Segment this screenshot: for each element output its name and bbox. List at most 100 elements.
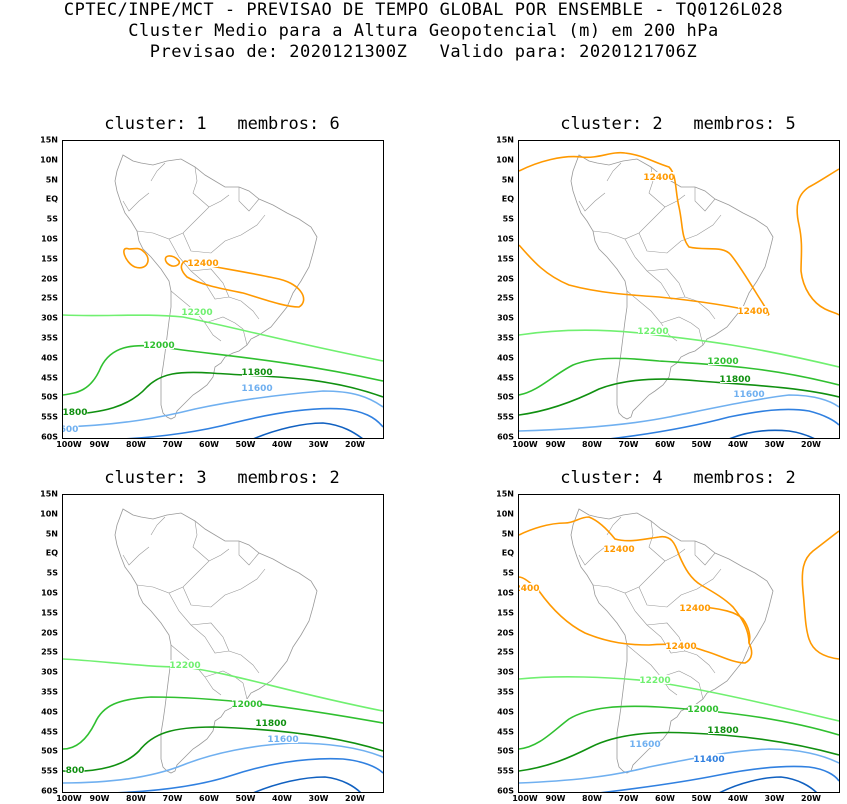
country-border bbox=[660, 636, 686, 654]
header-line-2: Cluster Medio para a Altura Geopotencial… bbox=[128, 21, 719, 41]
country-border bbox=[204, 282, 230, 300]
coastline bbox=[114, 508, 318, 774]
y-tick-label: 10S bbox=[497, 588, 514, 598]
contour-line bbox=[63, 742, 383, 784]
y-tick-label: 20S bbox=[41, 274, 58, 284]
y-tick-label: 55S bbox=[41, 766, 58, 776]
x-tick-label: 40W bbox=[728, 794, 748, 803]
country-border bbox=[192, 166, 210, 208]
y-tick-label: 55S bbox=[497, 412, 514, 422]
contour-line bbox=[519, 705, 839, 750]
y-tick-label: EQ bbox=[501, 194, 514, 204]
header-line-1: CPTEC/INPE/MCT - PREVISAO DE TEMPO GLOBA… bbox=[63, 0, 784, 20]
y-tick-label: EQ bbox=[501, 548, 514, 558]
contour-label: 12400 bbox=[187, 259, 218, 269]
contour-line bbox=[253, 422, 363, 438]
contour-line bbox=[253, 776, 362, 792]
contour-label: 12000 bbox=[687, 705, 718, 715]
country-border bbox=[592, 194, 686, 240]
y-tick-label: 25S bbox=[41, 647, 58, 657]
contour-line bbox=[63, 726, 383, 773]
contour-line bbox=[600, 765, 839, 792]
y-tick-label: 5S bbox=[46, 214, 58, 224]
y-tick-label: 10N bbox=[496, 155, 514, 165]
y-tick-label: 45S bbox=[41, 727, 58, 737]
country-border bbox=[624, 238, 662, 284]
contour-label-bg bbox=[638, 326, 668, 335]
x-tick-label: 90W bbox=[545, 440, 566, 449]
map-frame: 12400 2400 12400 12400 12200 12000 11800 11600 1… bbox=[518, 494, 840, 793]
x-tick-label: 100W bbox=[56, 440, 82, 449]
x-tick-label: 30W bbox=[308, 440, 329, 449]
contour-line bbox=[704, 606, 751, 644]
y-tick-label: 20S bbox=[41, 628, 58, 638]
contour-line bbox=[63, 344, 383, 396]
y-axis-labels: 15N 10N 5N EQ 5S 10S 15S 20S 25S 30S 35S 40S 45S 50S 5… bbox=[482, 490, 514, 796]
y-tick-label: 15S bbox=[497, 608, 514, 618]
y-tick-label: 45S bbox=[497, 727, 514, 737]
x-tick-label: 50W bbox=[235, 440, 256, 449]
x-tick-label: 80W bbox=[582, 794, 602, 803]
y-tick-label: 30S bbox=[497, 313, 514, 323]
country-border bbox=[646, 268, 716, 320]
y-tick-label: 20S bbox=[497, 274, 514, 284]
contour-line bbox=[610, 408, 839, 438]
x-tick-label: 30W bbox=[764, 794, 785, 803]
y-tick-label: 35S bbox=[497, 687, 514, 697]
country-border bbox=[578, 192, 606, 212]
contour-label: 11600 bbox=[733, 390, 764, 400]
contour-label: 2400 bbox=[519, 584, 540, 594]
x-tick-label: 90W bbox=[545, 794, 566, 803]
contour-label-bg bbox=[182, 307, 212, 316]
contour-line bbox=[796, 168, 839, 316]
y-tick-label: 5S bbox=[46, 568, 58, 578]
y-tick-label: 10N bbox=[496, 509, 514, 519]
country-border bbox=[182, 568, 266, 608]
country-border bbox=[592, 548, 686, 594]
contour-label-bg bbox=[242, 367, 272, 376]
contour-label: 11800 bbox=[719, 375, 750, 385]
x-tick-label: 50W bbox=[691, 440, 712, 449]
contour-label: 11800 bbox=[241, 368, 272, 378]
contour-line bbox=[180, 260, 305, 308]
contour-label: 11800 bbox=[707, 726, 738, 736]
coastline bbox=[570, 154, 774, 420]
contour-label: 600 bbox=[63, 425, 78, 435]
y-tick-label: 15S bbox=[41, 608, 58, 618]
x-axis-labels: 100W 90W 80W 70W 60W 50W 40W 30W 20W bbox=[56, 794, 382, 804]
contour-line bbox=[63, 696, 383, 750]
contour-label: 12200 bbox=[637, 327, 668, 337]
x-tick-label: 100W bbox=[512, 794, 538, 803]
y-tick-label: 40S bbox=[497, 707, 514, 717]
contour-line bbox=[519, 329, 839, 368]
y-tick-label: 60S bbox=[41, 432, 58, 442]
x-tick-label: 50W bbox=[235, 794, 256, 803]
contour-label-bg bbox=[232, 699, 262, 708]
contour-line bbox=[519, 731, 839, 772]
country-border bbox=[122, 192, 150, 212]
y-tick-label: 5N bbox=[501, 529, 514, 539]
contour-label: 12400 bbox=[679, 604, 710, 614]
contour-line bbox=[117, 757, 383, 792]
contour-label: 12200 bbox=[169, 661, 200, 671]
country-border bbox=[204, 670, 244, 684]
country-border bbox=[150, 516, 166, 536]
coastline bbox=[570, 508, 774, 774]
contour-line bbox=[519, 151, 770, 316]
x-tick-label: 50W bbox=[691, 794, 712, 803]
y-tick-label: 40S bbox=[41, 353, 58, 363]
x-tick-label: 20W bbox=[345, 440, 365, 449]
contour-line bbox=[729, 429, 815, 438]
contour-label-bg bbox=[694, 754, 724, 763]
contour-label-bg bbox=[268, 734, 298, 743]
x-axis-labels: 100W 90W 80W 70W 60W 50W 40W 30W 20W bbox=[512, 794, 838, 804]
country-border bbox=[242, 328, 248, 346]
contour-label-bg bbox=[188, 258, 218, 267]
y-tick-label: 10N bbox=[40, 509, 58, 519]
contour-label: 11600 bbox=[629, 740, 660, 750]
contour-label: 11600 bbox=[241, 384, 272, 394]
y-tick-label: 60S bbox=[497, 786, 514, 796]
panel-title: cluster: 3 membros: 2 bbox=[104, 468, 340, 488]
contour-label: 12200 bbox=[639, 676, 670, 686]
contour-label-bg bbox=[734, 389, 764, 398]
